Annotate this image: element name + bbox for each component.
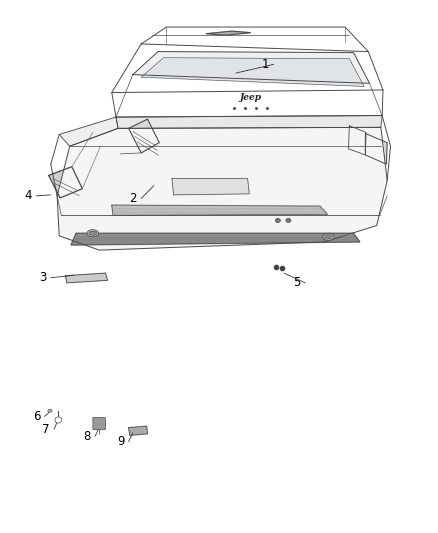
Ellipse shape	[89, 231, 97, 235]
Text: 7: 7	[42, 423, 50, 435]
Ellipse shape	[325, 235, 332, 239]
Polygon shape	[59, 117, 118, 146]
Text: 9: 9	[117, 435, 124, 448]
Ellipse shape	[322, 233, 334, 240]
Polygon shape	[66, 273, 108, 283]
Text: 5: 5	[293, 277, 301, 289]
Text: 4: 4	[25, 189, 32, 203]
Ellipse shape	[286, 219, 291, 222]
Text: Jeep: Jeep	[240, 93, 261, 102]
Text: 6: 6	[33, 410, 40, 423]
Polygon shape	[112, 205, 328, 215]
Text: 3: 3	[39, 271, 46, 284]
Polygon shape	[133, 52, 370, 83]
Text: 8: 8	[83, 430, 91, 443]
FancyBboxPatch shape	[93, 417, 106, 430]
Polygon shape	[172, 179, 249, 195]
Polygon shape	[365, 133, 387, 164]
Polygon shape	[129, 426, 148, 435]
Ellipse shape	[276, 219, 280, 222]
Text: 2: 2	[130, 192, 137, 205]
Polygon shape	[129, 119, 159, 153]
Text: 1: 1	[262, 58, 269, 71]
Ellipse shape	[55, 417, 62, 423]
Ellipse shape	[87, 230, 99, 237]
Ellipse shape	[48, 409, 52, 413]
Polygon shape	[71, 233, 360, 245]
Polygon shape	[141, 58, 364, 86]
Polygon shape	[206, 31, 251, 35]
Polygon shape	[116, 116, 382, 128]
Polygon shape	[49, 167, 82, 198]
Polygon shape	[57, 127, 387, 250]
